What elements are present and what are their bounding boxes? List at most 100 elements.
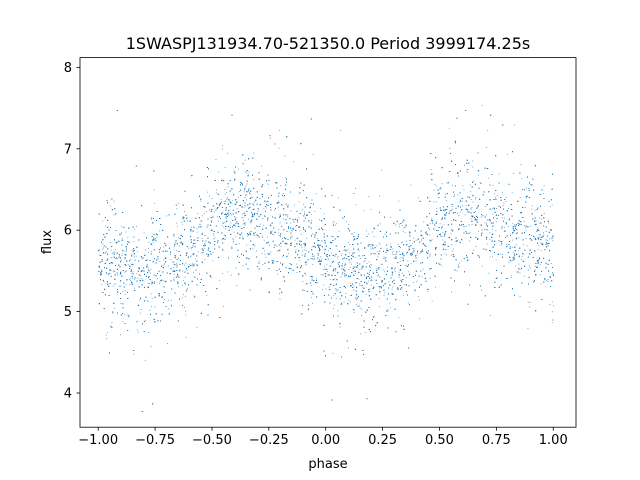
data-point: [481, 104, 483, 106]
data-point: [525, 230, 527, 232]
data-point: [330, 241, 331, 243]
data-point: [129, 266, 130, 267]
data-point: [320, 258, 322, 260]
data-point: [112, 251, 114, 253]
data-point: [444, 253, 446, 255]
data-point: [349, 301, 351, 303]
data-point: [233, 241, 234, 243]
data-point: [395, 271, 396, 273]
data-point: [422, 251, 424, 252]
data-point: [124, 293, 126, 295]
data-point: [412, 242, 414, 244]
data-point: [547, 279, 549, 280]
data-point: [244, 215, 246, 217]
data-point: [536, 230, 538, 232]
data-point: [174, 270, 176, 272]
data-point: [185, 295, 186, 297]
data-point: [369, 244, 371, 245]
data-point: [362, 265, 364, 267]
data-point: [135, 255, 137, 257]
data-point: [253, 201, 255, 203]
data-point: [184, 276, 186, 278]
data-point: [373, 316, 375, 317]
data-point: [329, 279, 331, 280]
data-point: [213, 233, 214, 234]
data-point: [103, 247, 104, 249]
data-point: [464, 164, 465, 166]
data-point: [519, 272, 521, 274]
data-point: [197, 212, 199, 214]
data-point: [134, 278, 136, 280]
data-point: [485, 147, 487, 148]
data-point: [460, 225, 462, 227]
data-point: [226, 217, 228, 219]
data-point: [230, 213, 232, 214]
data-point: [386, 243, 387, 245]
data-point: [335, 290, 337, 292]
data-point: [343, 301, 345, 303]
data-point: [352, 253, 354, 255]
data-point: [376, 251, 378, 253]
data-point: [510, 248, 511, 250]
data-point: [118, 256, 120, 258]
data-point: [387, 266, 388, 268]
data-point: [247, 257, 249, 259]
data-point: [435, 185, 437, 187]
data-point: [241, 217, 243, 218]
data-point: [348, 299, 350, 301]
data-point: [278, 147, 280, 149]
data-point: [283, 196, 285, 198]
data-point: [270, 207, 271, 208]
data-point: [193, 271, 195, 273]
data-point: [486, 168, 488, 169]
data-point: [312, 302, 313, 304]
data-point: [244, 159, 246, 161]
data-point: [99, 249, 100, 251]
data-point: [233, 209, 235, 211]
data-point: [311, 246, 313, 248]
data-point: [304, 253, 306, 255]
data-point: [115, 249, 116, 251]
data-point: [449, 210, 451, 212]
data-point: [183, 280, 184, 282]
data-point: [178, 245, 180, 247]
data-point: [363, 210, 365, 212]
data-point: [166, 215, 168, 217]
data-point: [518, 250, 520, 252]
data-point: [445, 213, 447, 215]
data-point: [505, 222, 507, 223]
data-point: [459, 262, 460, 264]
data-point: [244, 224, 246, 226]
data-point: [193, 295, 195, 297]
data-point: [392, 251, 394, 252]
data-point: [508, 219, 510, 221]
data-point: [211, 230, 213, 232]
data-point: [237, 168, 239, 170]
data-point: [512, 239, 514, 241]
data-point: [431, 238, 433, 240]
data-point: [105, 225, 106, 227]
data-point: [170, 259, 172, 261]
data-point: [305, 249, 307, 251]
data-point: [365, 294, 367, 295]
data-point: [132, 278, 133, 280]
data-point: [408, 271, 410, 273]
data-point: [551, 322, 553, 323]
data-point: [159, 260, 161, 262]
data-point: [148, 271, 150, 273]
data-point: [536, 230, 537, 232]
data-point: [341, 253, 343, 255]
data-point: [323, 213, 325, 215]
data-point: [398, 243, 399, 245]
data-point: [358, 283, 360, 285]
data-point: [472, 160, 474, 162]
data-point: [398, 317, 400, 319]
data-point: [125, 284, 127, 285]
data-point: [250, 222, 252, 224]
data-point: [346, 221, 347, 223]
data-point: [107, 274, 109, 276]
data-point: [514, 230, 516, 232]
data-point: [511, 191, 513, 193]
data-point: [310, 214, 312, 215]
data-point: [106, 338, 108, 340]
